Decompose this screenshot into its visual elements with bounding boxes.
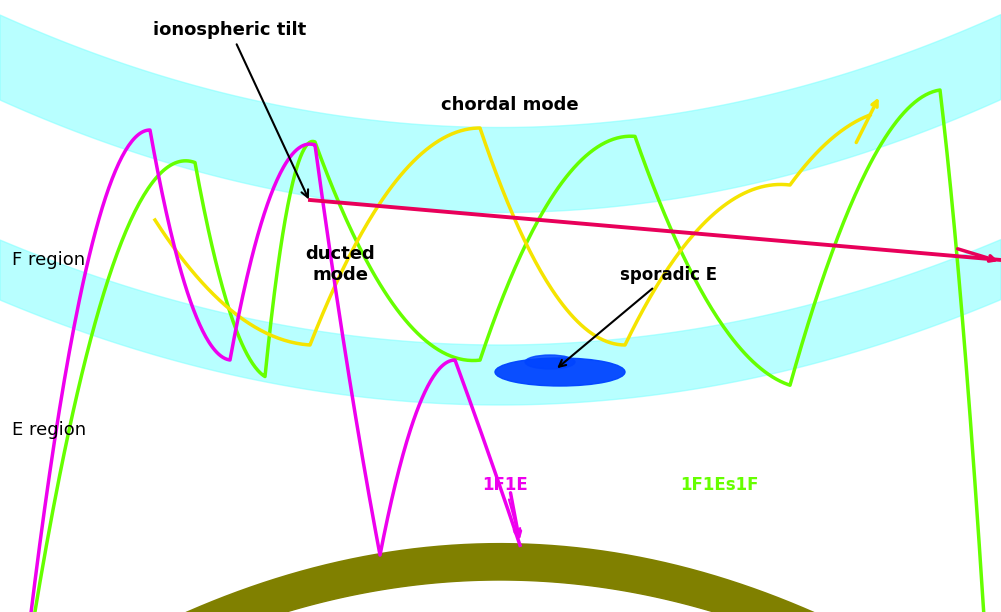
Ellipse shape [495, 358, 625, 386]
Polygon shape [0, 15, 1001, 212]
Text: sporadic E: sporadic E [559, 266, 717, 367]
Text: ducted
mode: ducted mode [305, 245, 375, 284]
Ellipse shape [525, 355, 575, 369]
Polygon shape [0, 239, 1001, 405]
Text: ionospheric tilt: ionospheric tilt [153, 21, 308, 197]
Text: F region: F region [12, 251, 85, 269]
Text: 1F1Es1F: 1F1Es1F [680, 476, 759, 494]
Text: E region: E region [12, 421, 86, 439]
Text: chordal mode: chordal mode [441, 96, 579, 114]
Text: 1F1E: 1F1E [482, 476, 528, 536]
